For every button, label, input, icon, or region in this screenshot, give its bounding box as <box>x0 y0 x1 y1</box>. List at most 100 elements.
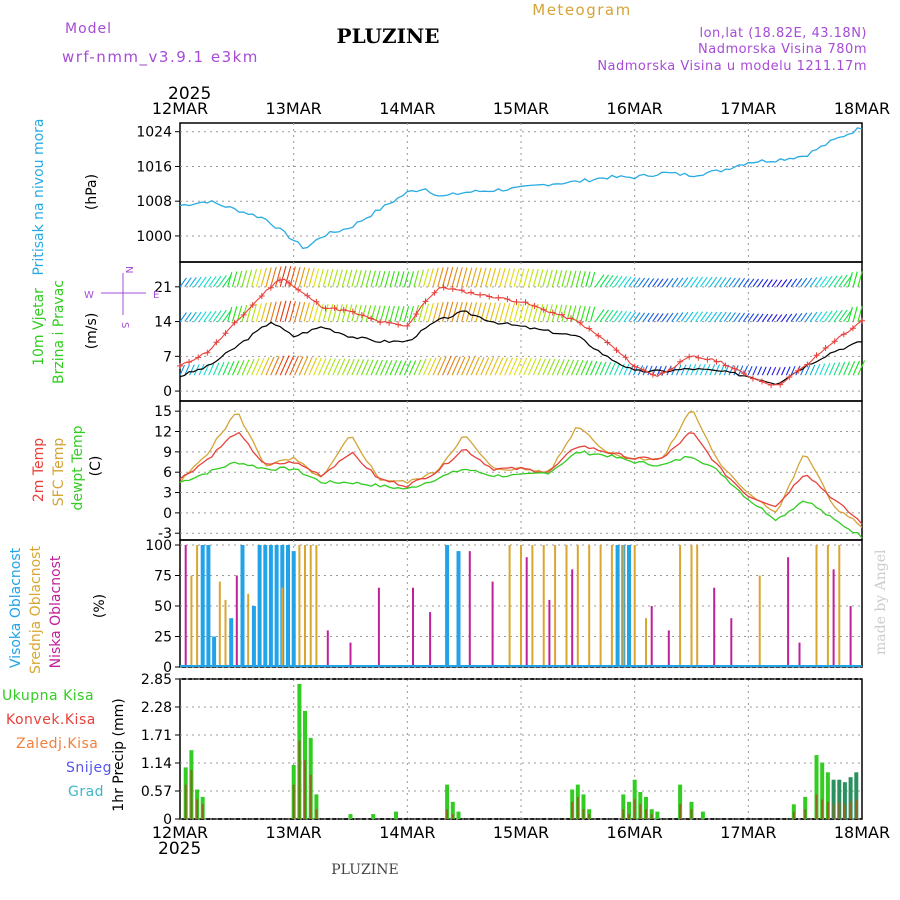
wind-barb <box>590 271 596 287</box>
precip-total-bar <box>632 779 637 819</box>
wind-gust-marker <box>286 280 293 286</box>
wind-barb <box>504 302 511 322</box>
wind-barb <box>666 312 674 322</box>
wind-barb <box>432 356 442 376</box>
wind-barb <box>303 267 310 287</box>
wind-barb <box>599 274 610 288</box>
wind-gust-marker <box>477 291 484 298</box>
wind-gust-marker <box>849 325 856 332</box>
wind-gust-marker <box>313 298 320 305</box>
wind-unit: (m/s) <box>84 313 100 350</box>
wind-barb <box>394 360 402 376</box>
wind-barb <box>738 312 746 322</box>
precip-total-bar <box>621 794 626 819</box>
cloud-low-bar <box>730 618 733 667</box>
pressure-ylabel: Pritisak na nivou mora <box>31 118 47 275</box>
wind-barb <box>375 305 381 322</box>
wind-barb <box>499 268 506 287</box>
cloud-mid-bar <box>622 545 625 667</box>
wind-barb <box>714 364 721 376</box>
wind-gust-marker <box>304 292 311 299</box>
wind-barb <box>365 305 372 322</box>
wind-barb <box>556 359 565 376</box>
wind-barb <box>489 357 499 376</box>
wind-barb <box>809 277 818 288</box>
cloud-mid-bar <box>520 545 522 667</box>
wind-gust-marker <box>604 339 611 346</box>
wind-barb <box>623 276 632 288</box>
wind-barb <box>504 357 514 376</box>
wind-barb <box>265 267 272 287</box>
precip-conv-bar <box>588 814 591 819</box>
cloud-low-bar <box>235 575 238 667</box>
precip-total-bar <box>394 811 398 819</box>
precip-ytick-label: 2.28 <box>141 700 172 716</box>
wind-barb <box>709 311 718 322</box>
wind-barb <box>212 310 222 322</box>
wind-barb <box>508 268 516 287</box>
day-label-top: 13MAR <box>266 99 322 118</box>
wind-barb <box>437 301 444 322</box>
wind-barb <box>489 267 497 287</box>
temp-ytick-label: 3 <box>163 486 172 502</box>
wind-gust-marker <box>731 365 738 372</box>
wind-barb <box>451 301 459 322</box>
wind-barb <box>833 275 843 288</box>
wind-gust-marker <box>777 381 784 388</box>
wind-barb <box>341 304 348 322</box>
precip-conv-bar <box>815 794 818 819</box>
cloud-high-bar <box>229 618 234 667</box>
wind-barb <box>475 267 482 287</box>
wind-gust-marker <box>558 311 565 318</box>
precip-legend-item: Snijeg <box>66 760 112 776</box>
wind-barb <box>757 278 764 288</box>
precip-conv-bar <box>571 801 574 819</box>
wind-gust-marker <box>258 293 265 299</box>
wind-barb <box>752 313 759 322</box>
wind-barb <box>365 270 372 287</box>
wind-barb <box>633 277 641 288</box>
wind-gust-marker <box>568 315 574 322</box>
wind-barb <box>823 363 831 376</box>
day-label-bottom: 13MAR <box>266 823 322 842</box>
wind-barb <box>255 303 262 322</box>
cloud-mid-bar <box>542 545 545 667</box>
wind-barb <box>747 278 755 288</box>
wind-barb <box>852 306 858 322</box>
wind-barb <box>461 356 471 376</box>
wind-barb <box>609 310 619 322</box>
wind-barb <box>317 358 327 376</box>
wind-barb <box>432 267 439 287</box>
wind-barb <box>618 310 628 322</box>
year-bottom: 2025 <box>158 839 201 859</box>
wind-barb <box>547 358 556 376</box>
wind-barb <box>212 275 222 288</box>
wind-barb <box>437 356 447 376</box>
cloud-mid-bar <box>610 545 613 667</box>
wind-gust-marker <box>413 311 420 317</box>
wind-gust-marker <box>277 277 283 283</box>
cloud-high-bar <box>615 545 620 667</box>
wind-barb <box>351 269 358 287</box>
precip-total-bar <box>848 777 853 819</box>
wind-gust-marker <box>386 319 393 326</box>
wind-barb <box>747 365 753 376</box>
compass-cross <box>101 273 146 315</box>
wind-barb <box>809 364 816 376</box>
compass-e: E <box>153 290 159 301</box>
wind-barb <box>260 302 267 322</box>
wind-barb <box>394 271 400 287</box>
wind-barb <box>485 357 495 376</box>
wind-gust-marker <box>822 345 829 351</box>
model-label: Model <box>65 21 112 37</box>
precip-ytick-label: 0.57 <box>141 784 172 800</box>
precip-panel-frame <box>179 678 863 820</box>
wind-barb <box>413 359 422 376</box>
wind-barb <box>279 300 287 322</box>
wind-barb <box>222 361 230 376</box>
wind-barb <box>604 362 612 376</box>
wind-barb <box>661 365 667 376</box>
wind-barb <box>833 362 841 376</box>
wind-barb <box>422 268 430 287</box>
elevation: Nadmorska Visina 780m <box>698 42 867 57</box>
